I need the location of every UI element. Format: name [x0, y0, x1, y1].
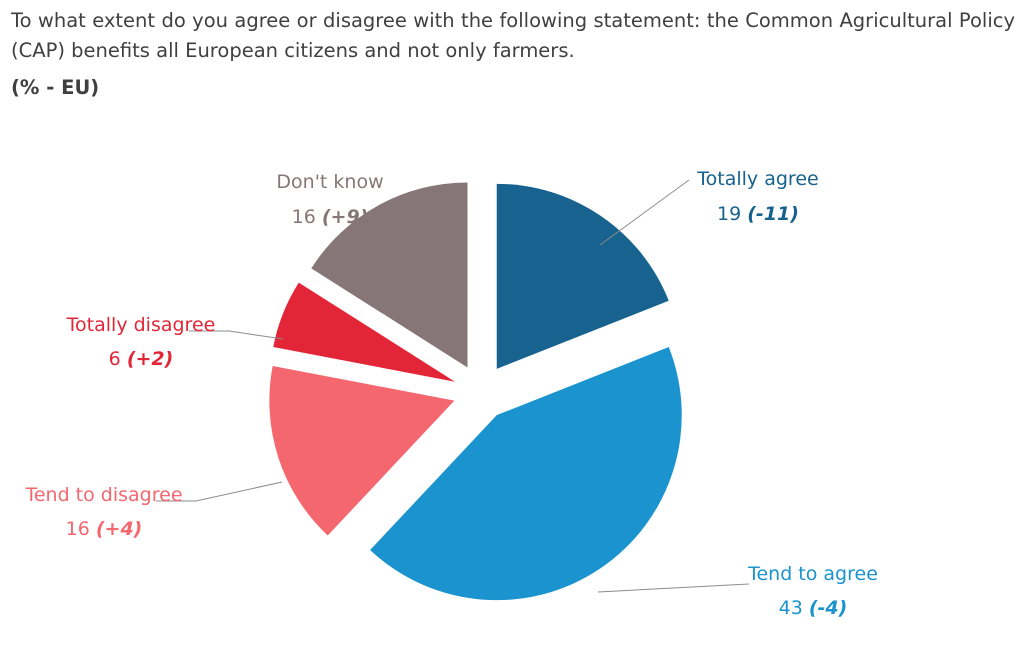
pie-slice-totally-disagree — [273, 282, 455, 382]
slice-change-totally-disagree: (+2) — [127, 348, 174, 370]
slice-change-tend-to-agree: (-4) — [809, 597, 847, 619]
pie-slice-dont-know — [311, 182, 468, 368]
slice-change-dont-know: (+9) — [322, 206, 369, 228]
slice-label-tend-to-agree: Tend to agree — [747, 563, 878, 585]
slice-value-dont-know: 16 (+9) — [292, 206, 369, 228]
question-text: To what extent do you agree or disagree … — [11, 9, 1015, 62]
slice-value-totally-disagree: 6 (+2) — [109, 348, 174, 370]
slice-label-totally-agree: Totally agree — [696, 168, 818, 190]
leader-line-tend-to-disagree — [156, 481, 283, 502]
pie-slice-totally-agree — [496, 183, 669, 369]
scope-label: (% - EU) — [11, 76, 100, 99]
leader-line-totally-agree — [599, 179, 690, 246]
pie-slice-tend-to-disagree — [269, 365, 455, 536]
slice-label-tend-to-disagree: Tend to disagree — [24, 484, 182, 506]
slice-change-tend-to-disagree: (+4) — [96, 518, 143, 540]
slice-label-totally-disagree: Totally disagree — [66, 314, 216, 336]
slice-value-tend-to-agree: 43 (-4) — [779, 597, 848, 619]
slice-label-dont-know: Don't know — [276, 171, 383, 193]
slice-value-totally-agree: 19 (-11) — [717, 203, 799, 225]
leader-line-totally-disagree — [189, 330, 284, 340]
slice-change-totally-agree: (-11) — [747, 203, 799, 225]
slice-value-tend-to-disagree: 16 (+4) — [66, 518, 143, 540]
leader-line-tend-to-agree — [597, 583, 750, 593]
pie-slice-tend-to-agree — [370, 347, 682, 601]
